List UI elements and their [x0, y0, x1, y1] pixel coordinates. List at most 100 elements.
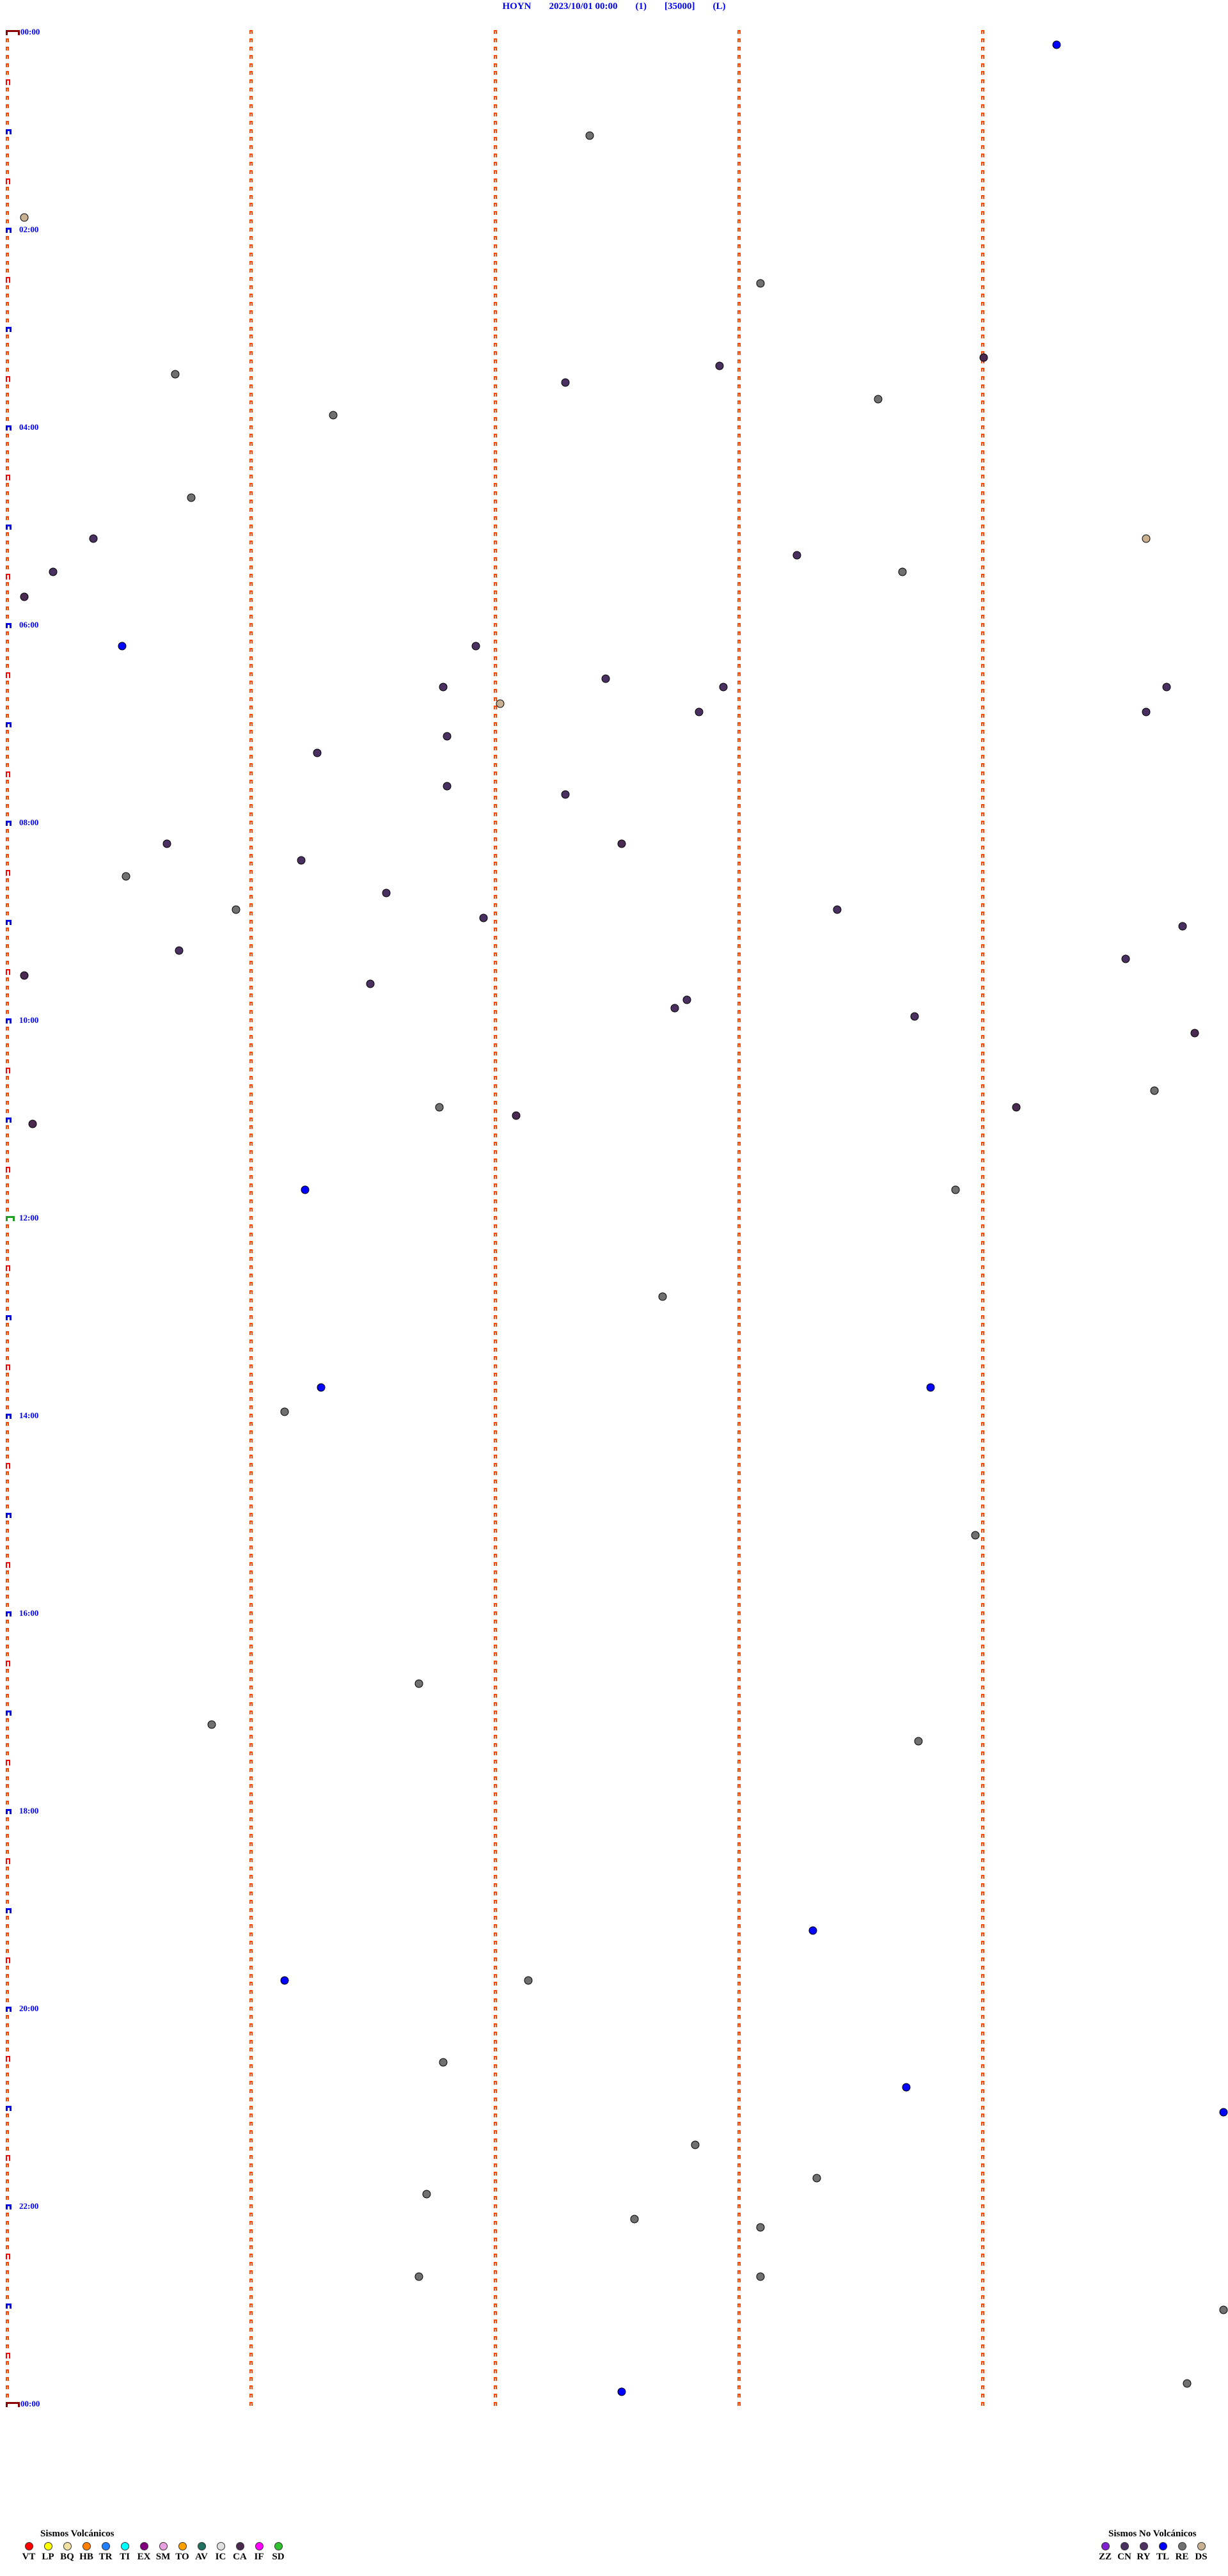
event-dot-cn[interactable]	[297, 856, 305, 864]
time-tick-marker	[493, 1446, 497, 1451]
event-dot-re[interactable]	[1183, 2379, 1192, 2388]
event-dot-tl[interactable]	[617, 2387, 626, 2396]
event-dot-ca[interactable]	[617, 839, 626, 848]
time-tick-marker	[249, 1174, 253, 1179]
event-dot-re[interactable]	[658, 1292, 667, 1301]
time-tick-marker	[249, 2080, 253, 2085]
event-dot-ds[interactable]	[20, 213, 29, 222]
event-dot-ca[interactable]	[979, 353, 988, 362]
event-dot-cn[interactable]	[1162, 683, 1171, 691]
event-dot-re[interactable]	[414, 1679, 423, 1688]
event-dot-cn[interactable]	[601, 674, 610, 683]
event-dot-tl[interactable]	[902, 2083, 911, 2092]
event-dot-re[interactable]	[971, 1531, 980, 1540]
time-tick-marker	[6, 285, 9, 290]
event-dot-cn[interactable]	[719, 683, 728, 691]
time-tick-marker	[493, 88, 497, 92]
event-dot-re[interactable]	[951, 1185, 960, 1194]
event-dot-tl[interactable]	[926, 1383, 935, 1391]
event-dot-cn[interactable]	[443, 782, 452, 791]
event-dot-cn[interactable]	[479, 913, 488, 922]
time-tick-marker	[249, 1323, 253, 1327]
event-dot-tl[interactable]	[317, 1383, 326, 1391]
event-dot-cn[interactable]	[561, 378, 570, 387]
event-dot-ca[interactable]	[20, 971, 29, 980]
event-dot-cn[interactable]	[382, 889, 391, 897]
event-dot-tl[interactable]	[118, 642, 127, 651]
time-tick-marker	[981, 2171, 984, 2176]
event-dot-re[interactable]	[874, 395, 883, 403]
event-dot-tl[interactable]	[280, 1976, 289, 1984]
event-dot-ca[interactable]	[512, 1111, 521, 1120]
event-dot-re[interactable]	[171, 370, 180, 379]
event-dot-tl[interactable]	[1052, 40, 1061, 49]
time-tick-marker	[981, 549, 984, 553]
event-dot-re[interactable]	[435, 1103, 444, 1112]
time-tick-marker	[737, 2278, 741, 2282]
time-tick-marker	[737, 870, 741, 874]
event-dot-cn[interactable]	[670, 1004, 679, 1013]
event-dot-re[interactable]	[1150, 1086, 1159, 1095]
time-tick-marker	[981, 1034, 984, 1039]
event-dot-ca[interactable]	[20, 592, 29, 601]
event-dot-re[interactable]	[756, 279, 765, 288]
event-dot-re[interactable]	[280, 1407, 289, 1416]
event-dot-cn[interactable]	[162, 839, 171, 848]
event-dot-tl[interactable]	[301, 1185, 310, 1194]
event-dot-ca[interactable]	[28, 1119, 37, 1128]
event-dot-ds[interactable]	[1142, 534, 1151, 543]
event-dot-cn[interactable]	[910, 1012, 919, 1021]
time-tick-marker	[493, 689, 497, 693]
event-dot-cn[interactable]	[695, 707, 704, 716]
event-dot-re[interactable]	[422, 2190, 431, 2199]
event-dot-cn[interactable]	[366, 979, 375, 988]
event-dot-re[interactable]	[439, 2058, 448, 2067]
event-dot-ca[interactable]	[1190, 1029, 1199, 1038]
time-tick-marker	[493, 2262, 497, 2266]
event-dot-tl[interactable]	[1219, 2108, 1228, 2116]
event-dot-re[interactable]	[756, 2272, 765, 2281]
event-dot-re[interactable]	[232, 905, 240, 914]
time-tick-marker	[6, 2048, 9, 2052]
event-dot-re[interactable]	[585, 131, 594, 139]
time-tick-marker	[6, 845, 9, 849]
time-tick-marker	[249, 1957, 253, 1961]
event-dot-re[interactable]	[812, 2174, 821, 2182]
event-dot-re[interactable]	[122, 872, 130, 881]
event-dot-re[interactable]	[329, 411, 338, 420]
event-dot-cn[interactable]	[1178, 922, 1187, 930]
event-dot-re[interactable]	[898, 567, 907, 576]
event-dot-re[interactable]	[914, 1737, 923, 1746]
event-dot-re[interactable]	[414, 2272, 423, 2281]
event-dot-cn[interactable]	[833, 905, 842, 914]
event-dot-cn[interactable]	[561, 790, 570, 798]
event-dot-re[interactable]	[187, 493, 196, 502]
event-dot-re[interactable]	[1219, 2305, 1228, 2314]
event-dot-re[interactable]	[207, 1720, 216, 1729]
event-dot-ds[interactable]	[496, 699, 505, 708]
time-tick-marker	[6, 120, 9, 125]
event-dot-tl[interactable]	[808, 1926, 817, 1935]
event-dot-cn[interactable]	[792, 551, 801, 560]
event-dot-cn[interactable]	[1121, 954, 1130, 963]
event-dot-cn[interactable]	[682, 995, 691, 1004]
event-dot-re[interactable]	[630, 2215, 639, 2224]
time-tick-marker	[981, 2303, 984, 2307]
event-dot-cn[interactable]	[89, 534, 98, 543]
event-dot-re[interactable]	[524, 1976, 533, 1984]
time-tick-marker	[249, 1553, 253, 1558]
event-dot-cn[interactable]	[175, 946, 184, 955]
event-dot-cn[interactable]	[439, 683, 448, 691]
time-tick-marker	[249, 1372, 253, 1377]
event-dot-re[interactable]	[691, 2140, 700, 2149]
time-tick-marker	[6, 1487, 9, 1492]
event-dot-cn[interactable]	[313, 748, 322, 757]
event-dot-cn[interactable]	[49, 567, 58, 576]
event-dot-cn[interactable]	[471, 642, 480, 651]
event-dot-re[interactable]	[756, 2223, 765, 2232]
event-dot-cn[interactable]	[443, 732, 452, 741]
event-dot-cn[interactable]	[1142, 707, 1151, 716]
event-dot-ca[interactable]	[1012, 1103, 1021, 1112]
event-dot-cn[interactable]	[715, 361, 724, 370]
time-tick-marker	[737, 1355, 741, 1360]
